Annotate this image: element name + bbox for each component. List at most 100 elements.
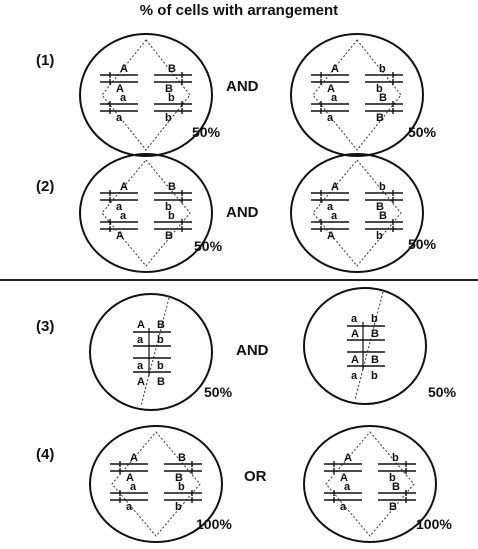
spindle [101,159,191,267]
option-4-connector: OR [244,468,267,485]
allele-label: a [126,501,133,513]
option-2-cell-2-percent: 50% [408,236,437,252]
option-3-cell-2-percent: 50% [428,384,457,400]
allele-label: A [120,63,128,75]
spindle [140,297,170,407]
option-3-cell-1-percent: 50% [204,384,233,400]
allele-label: A [331,63,339,75]
allele-label: a [116,201,123,213]
spindle [101,39,191,151]
allele-label: B [371,328,379,340]
spindle [325,431,415,537]
allele-label: a [344,481,351,493]
allele-label: b [379,181,386,193]
allele-label: B [168,63,176,75]
allele-label: b [371,370,378,382]
allele-label: A [327,230,335,242]
option-2-cell-1-percent: 50% [194,238,223,254]
option-1-cell-1-percent: 50% [192,124,221,140]
allele-label: a [116,112,123,124]
cell-membrane [290,153,424,273]
allele-label: b [389,472,396,484]
cell-membrane [79,33,213,157]
allele-label: A [116,230,124,242]
allele-label: a [120,210,127,222]
option-3-cell-2: a bA BA Ba b [303,287,427,405]
allele-label: B [379,210,387,222]
allele-label: B [392,481,400,493]
allele-label: B [371,354,379,366]
allele-label: A [331,181,339,193]
option-4-cell-2-percent: 100% [416,516,452,532]
allele-label: b [376,230,383,242]
allele-label: b [157,334,164,346]
allele-label: b [157,360,164,372]
allele-label: a [327,201,334,213]
allele-label: B [165,83,173,95]
allele-label: A [137,319,145,331]
allele-label: A [340,472,348,484]
cell-membrane [79,153,213,273]
cell-membrane [89,293,213,411]
spindle [111,431,201,537]
allele-label: B [376,201,384,213]
allele-label: A [120,181,128,193]
option-4-cell-1: A B A Ba b a b [89,425,223,543]
option-2-number: (2) [36,178,55,195]
allele-label: B [379,92,387,104]
option-1-number: (1) [36,52,55,69]
allele-label: B [376,112,384,124]
option-1-cell-2-percent: 50% [408,124,437,140]
allele-label: a [130,481,137,493]
option-3-connector: AND [236,342,269,359]
section-divider [0,279,478,281]
spindle [354,291,384,401]
allele-label: a [137,360,144,372]
allele-label: A [351,354,359,366]
allele-label: a [331,92,338,104]
allele-label: a [137,334,144,346]
option-3-number: (3) [36,318,55,335]
allele-label: b [168,92,175,104]
option-4-cell-1-percent: 100% [196,516,232,532]
allele-label: A [126,472,134,484]
allele-label: B [175,472,183,484]
option-2-connector: AND [226,204,259,221]
option-3-cell-1: A Ba ba bA B [89,293,213,411]
allele-label: a [340,501,347,513]
allele-label: b [376,83,383,95]
allele-label: a [120,92,127,104]
allele-label: A [351,328,359,340]
allele-label: A [344,452,352,464]
allele-label: a [331,210,338,222]
figure-title: % of cells with arrangement [139,2,339,19]
option-4-number: (4) [36,446,55,463]
allele-label: b [175,501,182,513]
allele-label: b [165,201,172,213]
option-2-cell-1: A Ba b a b A B [79,153,213,273]
allele-label: B [165,230,173,242]
spindle [312,39,402,151]
spindle [312,159,402,267]
allele-label: b [392,452,399,464]
allele-label: A [130,452,138,464]
cell-membrane [303,287,427,405]
allele-label: b [168,210,175,222]
allele-label: B [157,376,165,388]
allele-label: a [327,112,334,124]
allele-label: a [351,313,358,325]
cell-membrane [89,425,223,543]
allele-label: B [178,452,186,464]
option-1-connector: AND [226,78,259,95]
allele-label: b [165,112,172,124]
allele-label: B [157,319,165,331]
allele-label: B [389,501,397,513]
allele-label: A [116,83,124,95]
allele-label: b [371,313,378,325]
allele-label: b [178,481,185,493]
allele-label: A [327,83,335,95]
option-1-cell-1: A B A Ba b a b [79,33,213,157]
